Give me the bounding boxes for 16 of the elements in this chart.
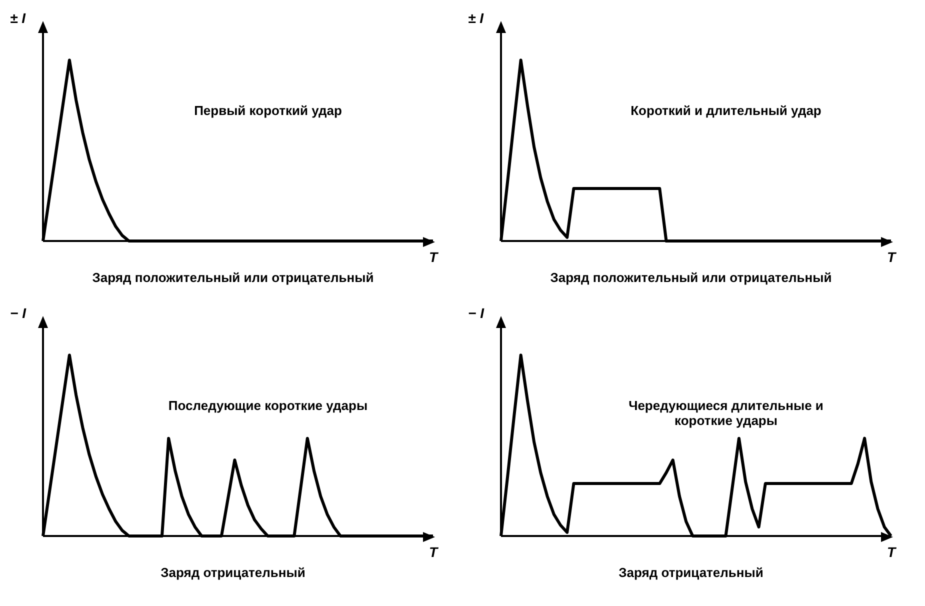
x-axis-title: T (429, 249, 438, 265)
x-axis-title: T (429, 544, 438, 560)
annotation: Последующие короткие удары (167, 398, 369, 413)
y-axis-title: − I (468, 305, 484, 321)
y-axis-title: − I (10, 305, 26, 321)
annotation: Чередующиеся длительные и короткие удары (628, 398, 824, 428)
y-axis-title: ± I (10, 10, 26, 26)
annotation: Короткий и длительный удар (630, 103, 822, 118)
annotation: Первый короткий удар (193, 103, 343, 118)
text: Заряд положительный или отрицательный (549, 270, 833, 285)
x-axis-title: T (887, 249, 896, 265)
y-axis-title: ± I (468, 10, 484, 26)
x-axis-title: T (887, 544, 896, 560)
text: Заряд отрицательный (618, 565, 764, 580)
text: Заряд отрицательный (160, 565, 306, 580)
text: Заряд положительный или отрицательный (91, 270, 375, 285)
